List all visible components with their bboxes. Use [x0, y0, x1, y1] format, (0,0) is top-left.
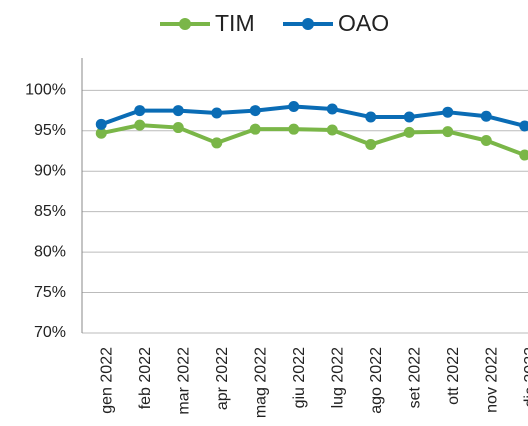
data-point	[172, 122, 184, 134]
x-tick-label: giu 2022	[291, 347, 308, 408]
data-point	[134, 105, 146, 117]
data-point	[442, 126, 454, 138]
x-tick-label: lug 2022	[329, 347, 346, 408]
x-tick-label: nov 2022	[483, 347, 500, 413]
data-point	[365, 111, 377, 123]
x-tick-label: dic 2022	[522, 347, 528, 408]
legend-marker	[302, 18, 314, 30]
data-point	[288, 123, 300, 135]
data-point	[211, 107, 223, 119]
data-point	[519, 149, 528, 161]
data-point	[95, 118, 107, 130]
y-tick-label: 85%	[34, 203, 66, 220]
x-tick-label: ott 2022	[445, 347, 462, 405]
series-line	[100, 123, 526, 157]
data-point	[519, 120, 528, 132]
y-tick-label: 100%	[25, 82, 66, 99]
data-point	[95, 127, 107, 139]
x-tick-label: gen 2022	[98, 347, 115, 414]
legend-text: TIM	[215, 10, 255, 36]
data-point	[134, 119, 146, 131]
data-point	[288, 101, 300, 113]
y-tick-label: 90%	[34, 162, 66, 179]
data-point	[442, 106, 454, 118]
y-tick-label: 95%	[34, 122, 66, 139]
legend-text: OAO	[338, 10, 389, 36]
x-tick-label: mar 2022	[175, 347, 192, 415]
y-tick-label: 70%	[34, 324, 66, 341]
data-point	[365, 139, 377, 151]
x-tick-label: apr 2022	[214, 347, 231, 410]
data-point	[326, 124, 338, 136]
x-tick-label: ago 2022	[368, 347, 385, 414]
legend-marker	[179, 18, 191, 30]
data-point	[249, 123, 261, 135]
x-tick-label: set 2022	[406, 347, 423, 408]
y-tick-label: 80%	[34, 243, 66, 260]
data-point	[403, 126, 415, 138]
data-point	[172, 105, 184, 117]
data-point	[480, 135, 492, 146]
y-tick-label: 75%	[34, 284, 66, 301]
data-point	[249, 105, 261, 117]
x-tick-label: feb 2022	[137, 347, 154, 409]
series-line	[100, 104, 526, 128]
data-point	[403, 111, 415, 123]
x-tick-label: mag 2022	[252, 347, 269, 418]
data-point	[211, 137, 223, 149]
data-point	[480, 110, 492, 122]
data-point	[326, 103, 338, 115]
